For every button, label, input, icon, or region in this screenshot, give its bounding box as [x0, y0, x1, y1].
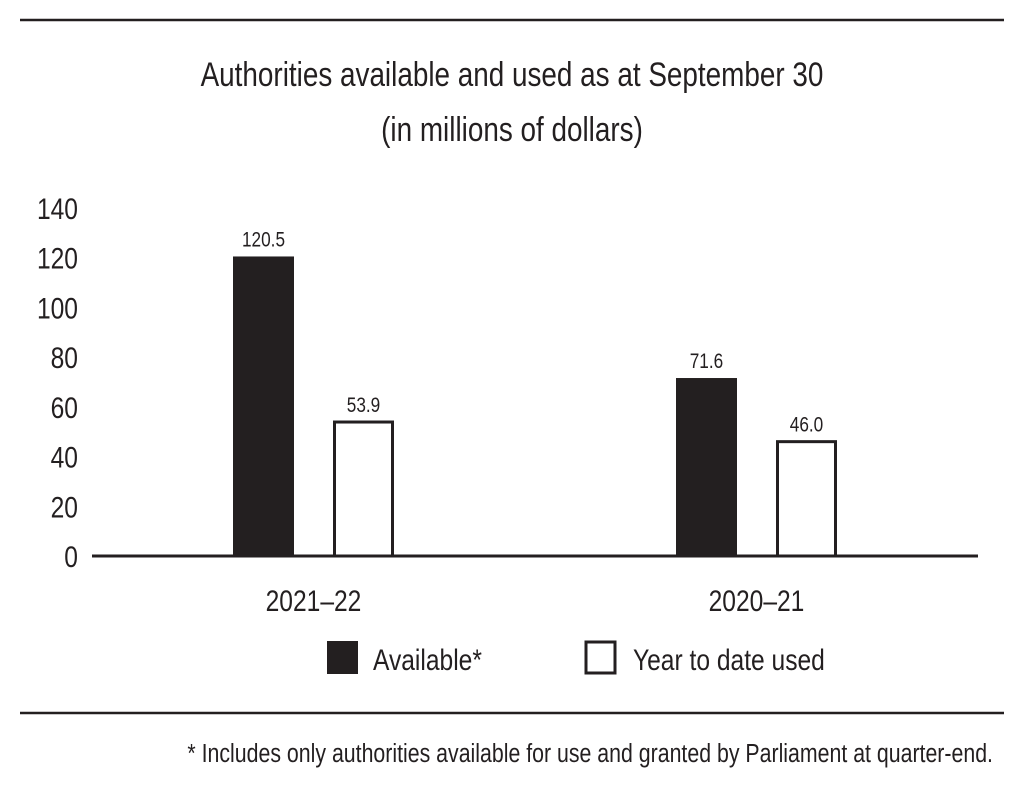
data-label: 53.9 — [347, 395, 381, 418]
chart-subtitle: (in millions of dollars) — [381, 110, 643, 148]
y-tick-label: 140 — [37, 192, 78, 226]
chart-title: Authorities available and used as at Sep… — [201, 55, 824, 93]
x-tick-label: 2020–21 — [709, 584, 805, 618]
y-tick-label: 100 — [37, 291, 78, 325]
y-tick-label: 60 — [51, 391, 78, 425]
y-axis: 0 20 40 60 80 100 120 140 — [37, 192, 78, 574]
data-label: 71.6 — [690, 351, 724, 374]
bar-used — [776, 440, 837, 558]
y-tick-label: 20 — [51, 490, 78, 524]
legend-swatch-used — [584, 640, 617, 675]
footnote: * Includes only authorities available fo… — [187, 739, 993, 769]
x-tick-label: 2021–22 — [266, 584, 362, 618]
bars: 120.5 53.9 71.6 46.0 — [233, 229, 837, 558]
y-tick-label: 40 — [51, 440, 78, 474]
legend-label-available: Available* — [373, 643, 482, 677]
bar-available — [676, 378, 737, 556]
legend: Available* Year to date used — [327, 640, 825, 677]
y-tick-label: 80 — [51, 341, 78, 375]
legend-label-used: Year to date used — [633, 643, 825, 677]
data-label: 46.0 — [790, 414, 824, 437]
bar-available — [233, 256, 294, 556]
y-tick-label: 0 — [64, 540, 78, 574]
legend-swatch-available — [327, 641, 358, 674]
data-label: 120.5 — [242, 229, 285, 252]
y-tick-label: 120 — [37, 241, 78, 275]
bar-used — [333, 420, 394, 558]
x-axis: 2021–22 2020–21 — [266, 584, 805, 618]
